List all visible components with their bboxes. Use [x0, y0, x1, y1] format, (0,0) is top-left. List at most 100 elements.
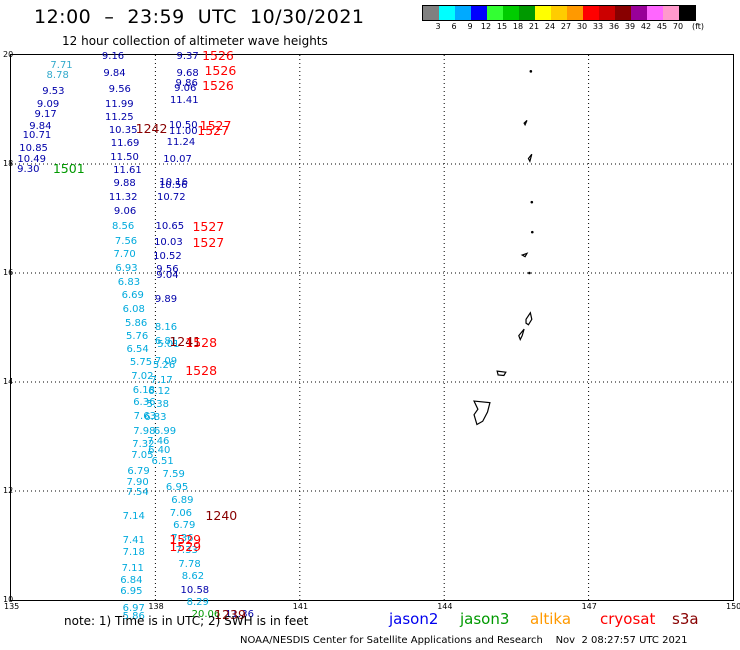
- wave-height-label: 10.49: [17, 154, 47, 166]
- wave-height-label: 9.56: [108, 83, 131, 95]
- wave-height-label: 7.32: [132, 438, 155, 450]
- track-time-label: 1241: [169, 333, 202, 349]
- legend-jason3: jason3: [460, 610, 510, 628]
- scale-swatch: [503, 6, 519, 20]
- wave-height-label: 7.14: [122, 511, 145, 523]
- wave-height-label: 6.08: [122, 303, 145, 315]
- wave-height-label: 11.99: [104, 99, 134, 111]
- scale-label: 39: [624, 22, 636, 31]
- wave-height-label: 9.84: [103, 68, 126, 80]
- legend-altika: altika: [530, 610, 572, 628]
- y-axis-tick-label: 14: [3, 377, 14, 386]
- wave-height-label: 6.54: [126, 344, 149, 356]
- wave-height-label: 7.98: [133, 426, 156, 438]
- islet-marker: [529, 70, 533, 73]
- wave-height-label: 6.95: [120, 586, 143, 598]
- wave-height-label: 9.86: [175, 78, 198, 90]
- wave-height-label: 6.40: [148, 444, 171, 456]
- wave-height-label: 10.72: [156, 192, 186, 204]
- scale-swatch: [455, 6, 471, 20]
- wave-height-label: 11.00: [168, 126, 198, 138]
- scale-label: 45: [656, 22, 668, 31]
- wave-height-label: 9.88: [113, 178, 136, 190]
- wave-height-label: 10.56: [158, 180, 188, 192]
- wave-height-label: 5.86: [122, 610, 145, 622]
- color-scale-bar: [422, 5, 696, 21]
- scale-label: 30: [576, 22, 588, 31]
- wave-height-label: 9.89: [154, 294, 178, 306]
- wave-height-label: 20.06: [191, 608, 221, 620]
- wave-height-label: 7.09: [154, 356, 178, 368]
- y-axis-tick-label: 12: [3, 486, 14, 495]
- wave-height-label: 6.83: [144, 411, 167, 423]
- wave-height-label: 9.04: [156, 269, 179, 281]
- wave-height-label: 9.17: [34, 109, 57, 121]
- islet-marker: [530, 200, 534, 204]
- legend-s3a: s3a: [672, 610, 699, 628]
- scale-swatch: [423, 6, 439, 20]
- pagan-island: [527, 153, 533, 163]
- scale-label: 70: [672, 22, 684, 31]
- track-time-label: 1240: [205, 507, 238, 523]
- map-frame[interactable]: 7.71 9.16 8.78 9.84 9.53 9.56 9.09 11.99 9.17 11.…: [10, 49, 734, 621]
- wave-height-label: 8.16: [154, 322, 178, 334]
- color-scale-labels: 3 6 9 12 15 18 21 24 27 30 33 36 39 42 45 70 (ft): [422, 22, 740, 34]
- x-axis-tick-label: 150: [726, 602, 740, 611]
- wave-height-label: 7.78: [178, 558, 201, 570]
- wave-height-label: 10.52: [153, 251, 182, 263]
- wave-height-label: 8.56: [112, 220, 135, 232]
- legend-jason2: jason2: [389, 610, 439, 628]
- wave-height-label: 6.97: [122, 602, 145, 614]
- wave-height-label: 10.07: [163, 154, 192, 166]
- wave-height-label: 7.06: [169, 507, 193, 519]
- wave-height-label: 7.46: [147, 436, 170, 448]
- wave-height-label: 8.62: [181, 571, 205, 583]
- track-time-label: 1527: [199, 117, 232, 133]
- track-time-label: 1527: [197, 123, 230, 139]
- track-time-label: 1501: [52, 160, 85, 176]
- wave-height-label: 9.37: [176, 50, 199, 62]
- scale-label: 3: [435, 22, 441, 31]
- wave-height-label: 7.18: [122, 547, 145, 559]
- scale-label: 21: [528, 22, 540, 31]
- wave-height-label: 10.16: [159, 176, 189, 188]
- map-canvas: [11, 55, 733, 600]
- scale-label: 12: [480, 22, 492, 31]
- wave-height-label: 6.36: [133, 397, 156, 409]
- wave-height-label: 6.81: [154, 336, 178, 348]
- wave-height-label: 7.59: [162, 469, 185, 481]
- wave-height-label: 9.53: [42, 85, 65, 97]
- wave-height-label: 10.50: [168, 119, 198, 131]
- wave-height-label: 7.70: [113, 249, 136, 260]
- wave-height-label: 7.17: [150, 375, 173, 387]
- scale-label: 27: [560, 22, 572, 31]
- wave-height-label: 7.54: [126, 487, 149, 499]
- wave-height-label: 7.63: [133, 411, 156, 423]
- wave-height-label: 11.24: [166, 137, 196, 149]
- track-time-label: 1526: [202, 47, 234, 63]
- wave-height-label: 11.69: [110, 137, 140, 149]
- wave-height-label: 7.02: [131, 370, 154, 382]
- wave-height-label: 10.65: [155, 221, 185, 233]
- track-time-label: 1239: [214, 606, 246, 622]
- scale-label: 42: [640, 22, 652, 31]
- track-time-label: 1526: [202, 77, 234, 93]
- wave-height-label: 5.75: [129, 356, 153, 368]
- wave-height-label: 6.18: [132, 384, 155, 396]
- scale-label: 18: [512, 22, 524, 31]
- wave-height-label: 10.58: [180, 584, 210, 596]
- track-time-label: 1527: [192, 234, 225, 250]
- wave-height-label: 6.51: [151, 455, 174, 467]
- wave-height-label: 10.85: [19, 142, 48, 154]
- wave-height-label: 5.38: [146, 398, 169, 410]
- scale-swatch: [663, 6, 679, 20]
- track-time-label: 1527: [192, 218, 225, 234]
- wave-height-label: 11.41: [169, 95, 199, 107]
- page-subtitle: 12 hour collection of altimeter wave hei…: [62, 34, 328, 48]
- wave-height-label: 7.11: [121, 562, 144, 574]
- scale-swatch: [487, 6, 503, 20]
- wave-height-label: 7.90: [126, 477, 149, 489]
- wave-height-label: 9.06: [174, 82, 197, 94]
- wave-height-label: 11.36: [225, 608, 254, 620]
- wave-height-label: 8.78: [46, 70, 69, 82]
